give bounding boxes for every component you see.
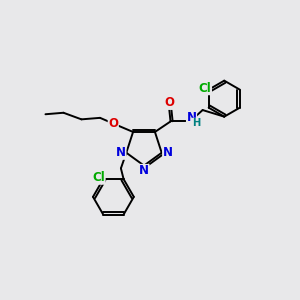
Text: H: H — [193, 118, 201, 128]
Text: N: N — [163, 146, 173, 159]
Text: N: N — [187, 111, 196, 124]
Text: N: N — [139, 164, 149, 178]
Text: O: O — [108, 117, 118, 130]
Text: Cl: Cl — [92, 171, 105, 184]
Text: Cl: Cl — [199, 82, 212, 95]
Text: O: O — [164, 96, 174, 110]
Text: N: N — [116, 146, 126, 159]
